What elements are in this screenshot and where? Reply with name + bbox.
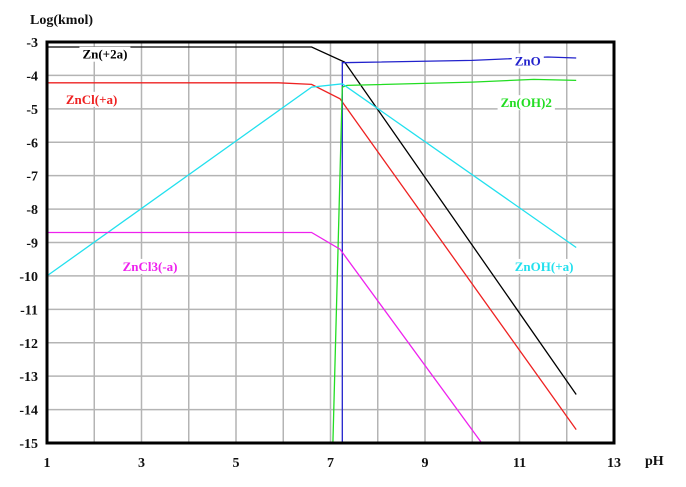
series-label: ZnO [515, 53, 541, 68]
y-tick-label: -8 [26, 203, 38, 218]
y-tick-label: -9 [26, 237, 38, 252]
y-tick-label: -14 [19, 404, 38, 419]
y-tick-label: -11 [20, 303, 38, 318]
y-tick-label: -5 [26, 103, 38, 118]
x-tick-label: 5 [233, 456, 240, 471]
series-line-zncl-a- [47, 82, 577, 430]
series-label: ZnOH(+a) [515, 259, 574, 274]
y-tick-label: -10 [19, 270, 38, 285]
label-background [62, 91, 121, 107]
plot-frame [45, 40, 616, 445]
x-axis-ticks: 1 3 5 7 9 11 13 [44, 456, 622, 471]
series-lines [46, 46, 577, 444]
y-tick-label: -7 [26, 170, 38, 185]
y-tick-label: -3 [26, 36, 38, 51]
series-label: Zn(+2a) [82, 47, 127, 62]
series-label: Zn(OH)2 [501, 95, 552, 110]
y-tick-label: -12 [19, 337, 38, 352]
label-background [119, 258, 181, 274]
y-tick-label: -13 [19, 370, 38, 385]
y-tick-label: -4 [26, 69, 38, 84]
series-line-zn-oh-2 [332, 78, 577, 444]
x-tick-label: 3 [138, 456, 145, 471]
x-tick-label: 7 [327, 456, 334, 471]
y-tick-label: -15 [19, 437, 38, 452]
series-line-zno [341, 56, 577, 443]
series-label: ZnCl3(-a) [123, 259, 178, 274]
label-background [497, 95, 555, 111]
x-axis-title: pH [645, 454, 664, 469]
series-labels: Zn(+2a) ZnCl(+a) ZnO Zn(OH)2 ZnOH(+a) ZnCl3(-… [62, 46, 577, 274]
series-line-znoh-a- [46, 83, 577, 277]
label-background [511, 53, 544, 69]
y-axis-ticks: -3 -4 -5 -6 -7 -8 -9 -10 -11 -12 -13 -14 -15 [19, 36, 38, 452]
y-axis-title: Log(kmol) [30, 13, 93, 28]
y-tick-label: -6 [26, 136, 38, 151]
x-tick-label: 9 [422, 456, 429, 471]
label-background [511, 258, 577, 274]
x-tick-label: 11 [513, 456, 526, 471]
label-background [79, 46, 131, 62]
x-tick-label: 1 [44, 456, 51, 471]
series-line-zncl3-a- [47, 231, 483, 444]
series-line-zn-2a- [47, 46, 577, 395]
x-tick-label: 13 [607, 456, 621, 471]
series-label: ZnCl(+a) [66, 92, 117, 107]
